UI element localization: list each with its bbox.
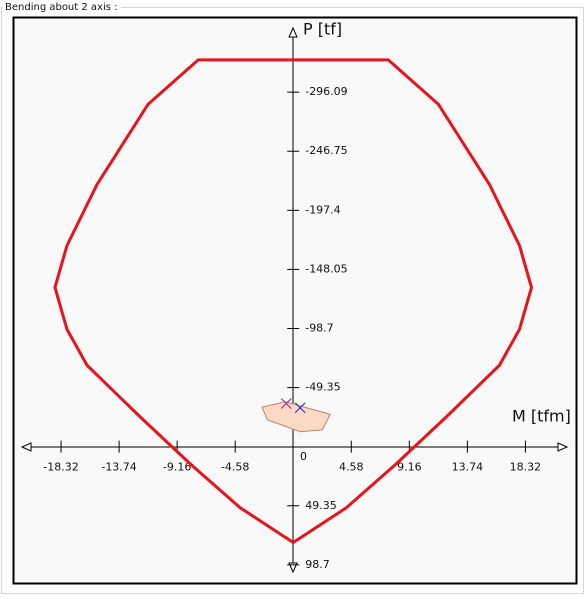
y-tick-label: 49.35: [305, 499, 337, 512]
x-tick-label: 13.74: [452, 461, 484, 474]
group-title: Bending about 2 axis :: [5, 2, 118, 13]
plot-area: [12, 16, 578, 585]
load-point: [280, 398, 292, 409]
x-tick-label: 18.32: [510, 461, 542, 474]
group-box: [1, 7, 584, 594]
y-tick-label: 98.7: [305, 558, 330, 571]
interaction-curve: [53, 58, 534, 544]
y-tick-label: -98.7: [305, 321, 333, 334]
x-tick-label: -4.58: [221, 461, 249, 474]
x-arrow-right: [557, 442, 569, 452]
x-tick-label: -9.16: [163, 461, 191, 474]
x-tick-label: -13.74: [101, 461, 136, 474]
group-title-bg: [3, 0, 121, 14]
x-arrow-left: [20, 442, 32, 452]
y-tick-label: -49.35: [305, 381, 340, 394]
axes: [20, 26, 569, 574]
x-tick-label: 9.16: [397, 461, 422, 474]
y-tick-label: -148.05: [305, 262, 347, 275]
y-arrow-top: [288, 26, 298, 38]
x-tick-label: -18.32: [43, 461, 78, 474]
y-axis-title: P [tf]: [303, 20, 342, 39]
y-tick-label: -296.09: [305, 85, 347, 98]
x-tick-label: 4.58: [339, 461, 364, 474]
y-tick-label: -246.75: [305, 144, 347, 157]
y-tick-label: -197.4: [305, 203, 340, 216]
load-point: [294, 402, 306, 414]
x-axis-title: M [tfm]: [512, 407, 571, 426]
origin-label: 0: [300, 450, 307, 463]
